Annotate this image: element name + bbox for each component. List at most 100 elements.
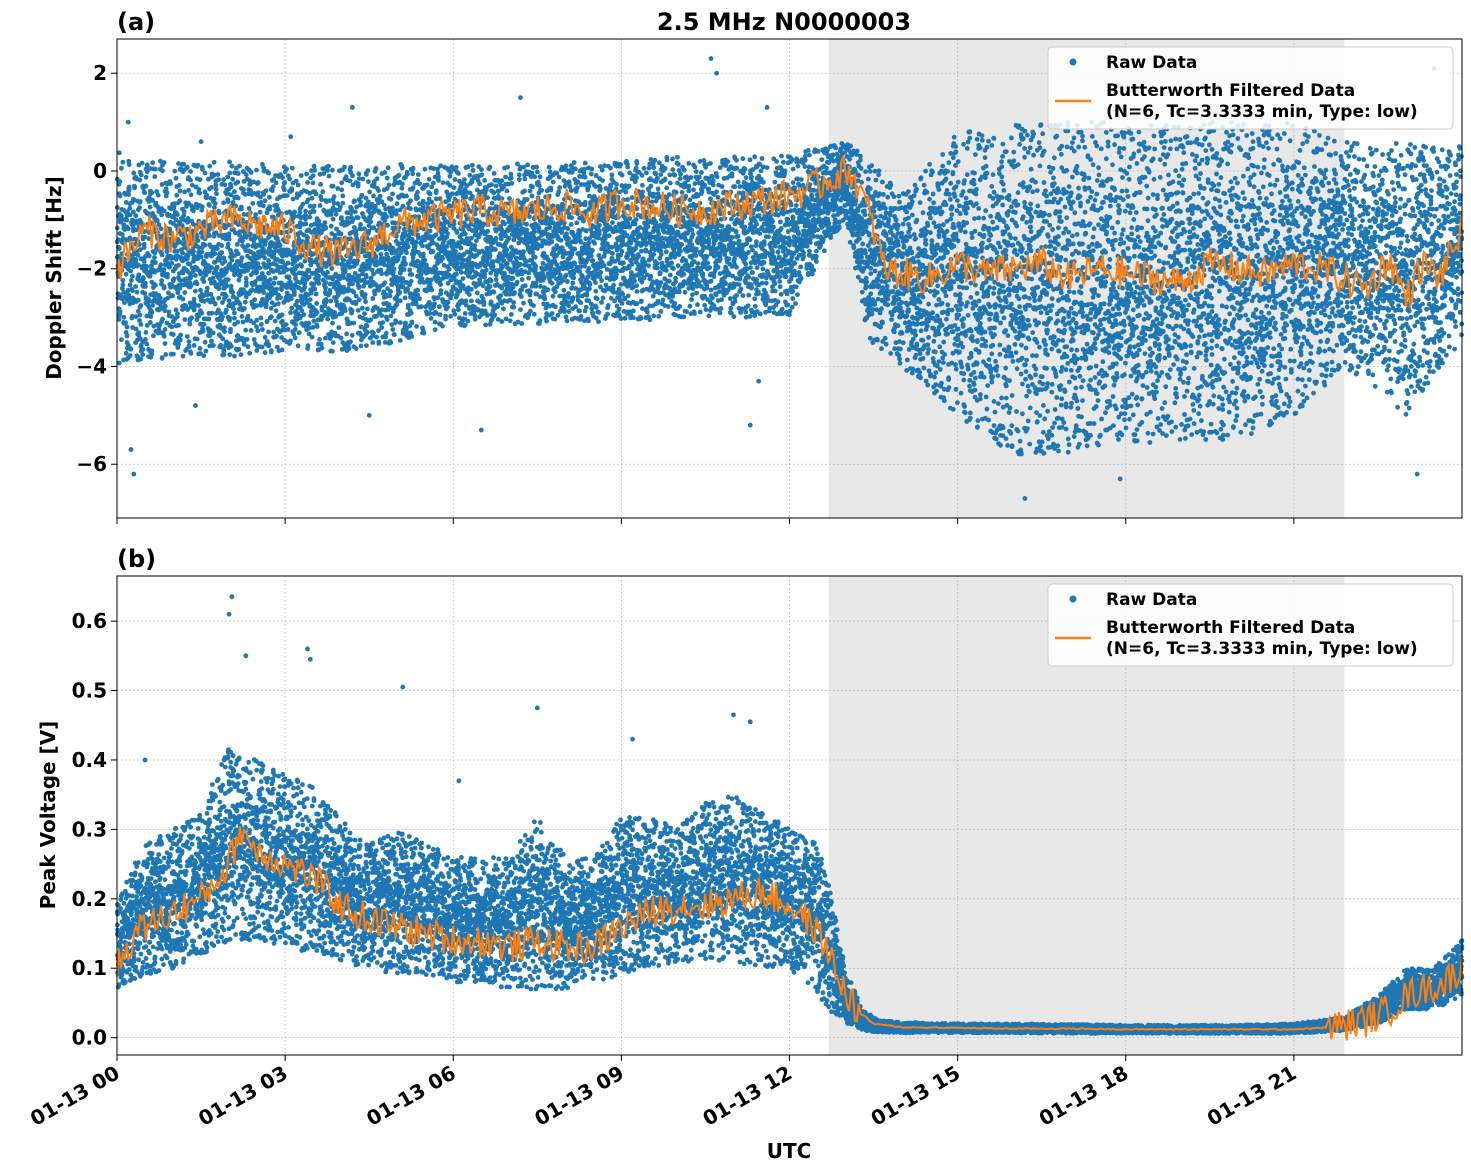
- raw-data-point: [453, 249, 458, 254]
- raw-data-point: [621, 260, 626, 265]
- raw-data-point: [266, 258, 271, 263]
- raw-data-point: [495, 304, 500, 309]
- raw-data-point: [557, 185, 562, 190]
- raw-data-point: [481, 302, 486, 307]
- raw-data-point: [624, 190, 629, 195]
- raw-data-point: [276, 301, 281, 306]
- raw-data-point: [452, 185, 457, 190]
- raw-data-point: [323, 280, 328, 285]
- raw-data-point: [263, 335, 268, 340]
- raw-data-point: [492, 171, 497, 176]
- raw-data-point: [350, 333, 355, 338]
- raw-data-point: [594, 305, 599, 310]
- raw-data-point: [296, 183, 301, 188]
- raw-data-point: [284, 167, 289, 172]
- raw-data-point: [271, 281, 276, 286]
- raw-data-point: [500, 319, 505, 324]
- raw-data-point: [459, 270, 464, 275]
- raw-data-point: [160, 253, 165, 258]
- raw-data-point: [293, 322, 298, 327]
- raw-data-point: [397, 290, 402, 295]
- raw-data-point: [488, 284, 493, 289]
- raw-data-point: [593, 280, 598, 285]
- raw-data-point: [199, 250, 204, 255]
- raw-data-point: [175, 249, 180, 254]
- raw-data-point: [202, 322, 207, 327]
- raw-data-point: [162, 334, 167, 339]
- raw-data-point: [339, 232, 344, 237]
- raw-data-point: [211, 331, 216, 336]
- raw-data-point: [227, 298, 232, 303]
- raw-data-point: [565, 319, 570, 324]
- raw-data-point: [380, 320, 385, 325]
- raw-data-point: [153, 167, 158, 172]
- raw-data-point: [195, 281, 200, 286]
- raw-data-point: [280, 348, 285, 353]
- raw-data-point: [312, 164, 317, 169]
- raw-data-point: [253, 212, 258, 217]
- raw-data-point: [312, 168, 317, 173]
- raw-data-point: [139, 303, 144, 308]
- raw-data-point: [553, 304, 558, 309]
- raw-data-point: [507, 196, 512, 201]
- raw-data-point: [227, 171, 232, 176]
- raw-data-point: [347, 346, 352, 351]
- raw-data-point: [216, 172, 221, 177]
- raw-data-point: [408, 198, 413, 203]
- raw-data-point: [212, 160, 217, 165]
- raw-data-point: [374, 335, 379, 340]
- raw-data-point: [163, 327, 168, 332]
- raw-data-point: [564, 273, 569, 278]
- raw-data-point: [306, 321, 311, 326]
- raw-data-point: [601, 296, 606, 301]
- raw-data-point: [189, 283, 194, 288]
- raw-data-point: [559, 238, 564, 243]
- raw-data-point: [574, 221, 579, 226]
- raw-data-point: [160, 317, 165, 322]
- raw-data-point: [288, 310, 293, 315]
- raw-data-point: [361, 177, 366, 182]
- raw-data-point: [181, 297, 186, 302]
- raw-data-point: [518, 262, 523, 267]
- raw-data-point: [135, 290, 140, 295]
- raw-data-point: [365, 324, 370, 329]
- raw-data-point: [479, 167, 484, 172]
- raw-data-point: [385, 317, 390, 322]
- raw-data-point: [367, 190, 372, 195]
- raw-data-point: [565, 279, 570, 284]
- raw-data-point: [298, 210, 303, 215]
- raw-data-point: [371, 331, 376, 336]
- raw-data-point: [610, 220, 615, 225]
- raw-data-point: [488, 165, 493, 170]
- raw-data-point: [242, 306, 247, 311]
- raw-data-point: [505, 248, 510, 253]
- raw-data-point: [228, 327, 233, 332]
- raw-data-point: [142, 245, 147, 250]
- raw-data-point: [463, 323, 468, 328]
- raw-data-point: [509, 176, 514, 181]
- raw-data-point: [128, 283, 133, 288]
- raw-data-point: [223, 259, 228, 264]
- raw-data-point: [389, 197, 394, 202]
- raw-data-point: [339, 180, 344, 185]
- raw-data-point: [597, 229, 602, 234]
- raw-data-point: [156, 193, 161, 198]
- raw-data-point: [571, 276, 576, 281]
- raw-data-point: [542, 276, 547, 281]
- raw-data-point: [363, 299, 368, 304]
- raw-data-point: [528, 309, 533, 314]
- raw-data-point: [209, 265, 214, 270]
- raw-data-point: [455, 230, 460, 235]
- raw-data-point: [386, 165, 391, 170]
- raw-data-point: [586, 184, 591, 189]
- raw-data-point: [201, 329, 206, 334]
- raw-data-point: [534, 165, 539, 170]
- raw-data-point: [570, 295, 575, 300]
- raw-data-point: [590, 258, 595, 263]
- raw-data-point: [170, 293, 175, 298]
- raw-data-point: [204, 193, 209, 198]
- raw-data-point: [448, 314, 453, 319]
- raw-data-point: [428, 192, 433, 197]
- raw-data-point: [453, 312, 458, 317]
- raw-data-point: [466, 319, 471, 324]
